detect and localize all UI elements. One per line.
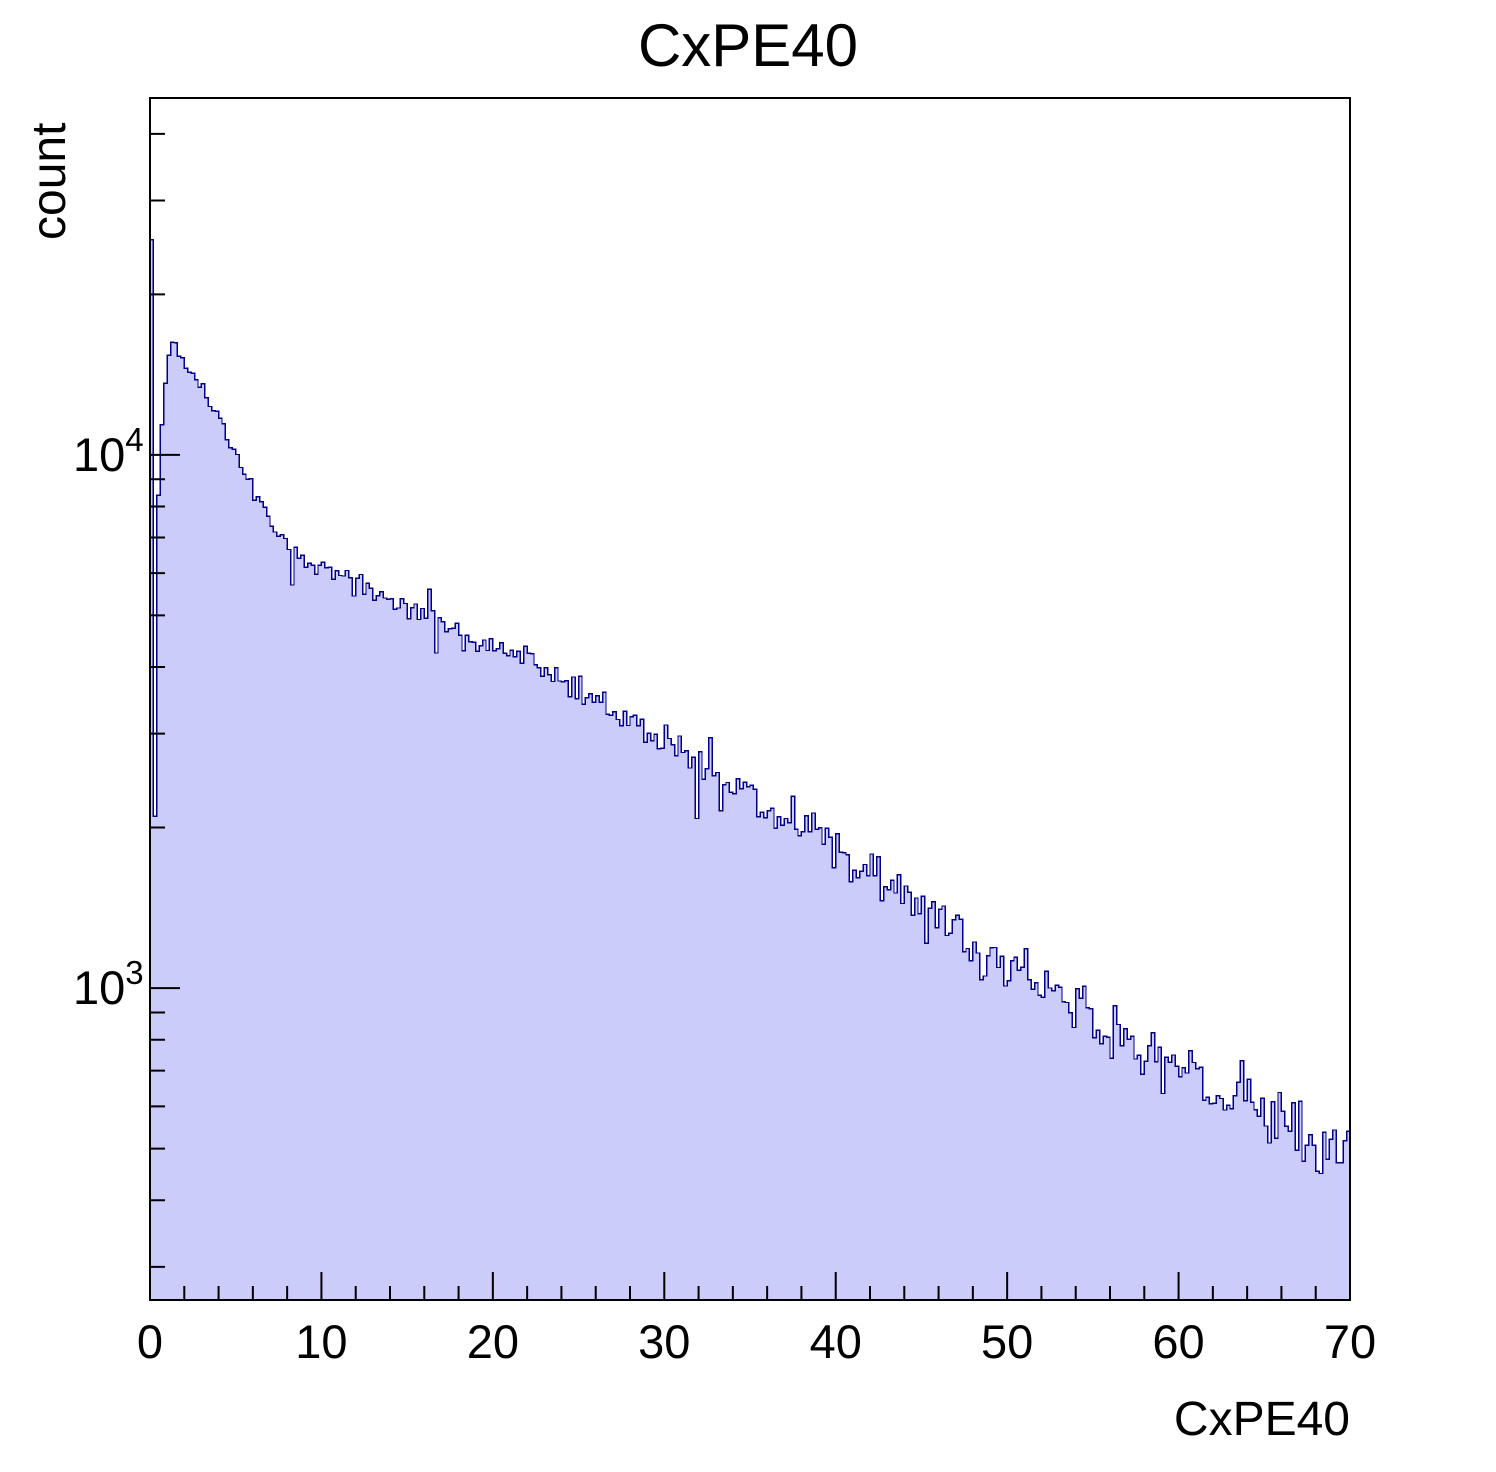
- x-axis-title: CxPE40: [1173, 1393, 1350, 1446]
- y-tick-label: 103: [73, 954, 144, 1014]
- x-tick-label: 50: [981, 1315, 1033, 1368]
- x-tick-label: 70: [1324, 1315, 1376, 1368]
- y-axis-major-ticks: [150, 453, 180, 990]
- chart-title: CxPE40: [637, 12, 859, 79]
- histogram-series: [149, 239, 1351, 1301]
- x-tick-label: 60: [1152, 1315, 1204, 1368]
- y-axis-minor-ticks: [150, 132, 165, 1268]
- x-tick-label: 20: [467, 1315, 519, 1368]
- x-tick-label: 0: [137, 1315, 163, 1368]
- x-tick-label: 40: [810, 1315, 862, 1368]
- x-axis-major-ticks: [149, 1272, 1351, 1300]
- x-tick-label: 30: [638, 1315, 690, 1368]
- y-tick-label: 104: [73, 421, 144, 481]
- plot-frame: [149, 97, 1351, 1301]
- x-tick-label: 10: [295, 1315, 347, 1368]
- y-axis-title: count: [23, 122, 76, 240]
- x-axis-minor-ticks: [183, 1286, 1317, 1300]
